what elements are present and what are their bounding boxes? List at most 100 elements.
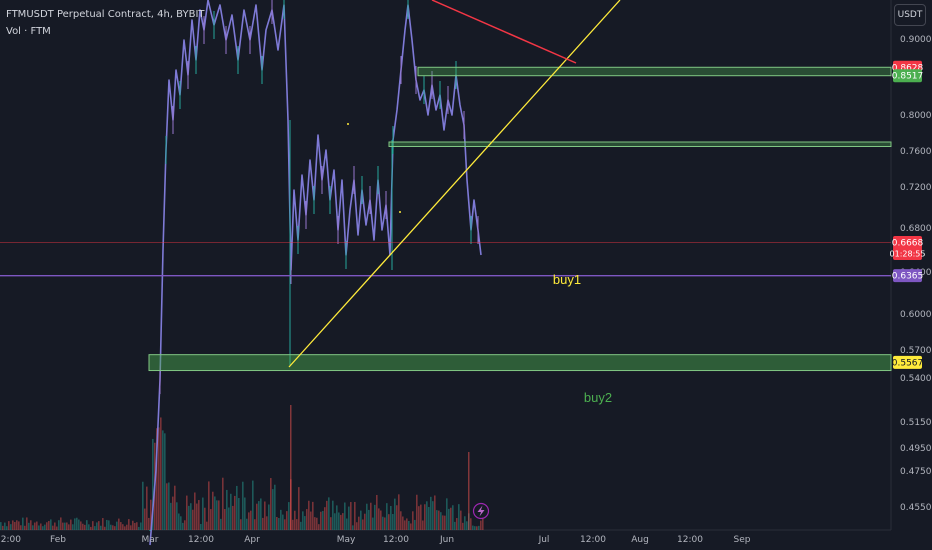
volume-bar: [2, 525, 4, 530]
volume-bar: [180, 516, 182, 530]
buy1-label: buy1: [553, 272, 581, 287]
volume-bar: [304, 516, 306, 530]
volume-bar: [92, 521, 94, 530]
price-path: [149, 0, 482, 546]
volume-bar: [74, 518, 76, 530]
volume-bar: [160, 417, 162, 530]
price-tag: [893, 247, 922, 261]
volume-bar: [210, 509, 212, 530]
volume-bar: [398, 494, 400, 530]
volume-bar: [294, 510, 296, 530]
volume-bar: [346, 518, 348, 530]
volume-bar: [436, 510, 438, 530]
volume-bar: [72, 524, 74, 530]
mid-resistance-zone[interactable]: [388, 141, 892, 147]
volume-bar: [374, 504, 376, 530]
volume-bar: [62, 522, 64, 530]
volume-bar: [428, 506, 430, 530]
volume-bar: [22, 517, 24, 530]
volume-bar: [178, 513, 180, 530]
volume-indicator-label: Vol · FTM: [6, 26, 51, 37]
volume-bar: [396, 505, 398, 530]
volume-bar: [66, 522, 68, 530]
marker-dot: [347, 123, 349, 125]
volume-bar: [76, 517, 78, 530]
volume-bar: [434, 495, 436, 530]
rising-trendline[interactable]: [288, 0, 621, 368]
volume-bar: [194, 492, 196, 530]
volume-bar: [330, 517, 332, 530]
volume-bar: [64, 522, 66, 530]
price-tag: [893, 355, 922, 369]
volume-bar: [476, 526, 478, 530]
volume-bar: [94, 526, 96, 530]
volume-bar: [228, 507, 230, 530]
x-tick-label: Jun: [439, 535, 454, 545]
buy2-zone[interactable]: [148, 354, 892, 372]
volume-bar: [86, 520, 88, 530]
volume-bar: [468, 452, 470, 530]
volume-bar: [90, 526, 92, 530]
volume-bar: [146, 486, 148, 530]
volume-bar: [310, 511, 312, 530]
price-tag-label: 0.6668: [892, 239, 924, 249]
volume-bar: [354, 501, 356, 530]
lightning-icon[interactable]: [472, 502, 490, 520]
volume-bar: [260, 498, 262, 530]
volume-bar: [136, 522, 138, 530]
volume-bar: [164, 433, 166, 530]
volume-bar: [406, 518, 408, 530]
volume-bar: [112, 525, 114, 530]
volume-bar: [48, 520, 50, 530]
volume-bar: [16, 520, 18, 530]
volume-bar: [204, 507, 206, 530]
upper-resistance-zone[interactable]: [417, 66, 892, 77]
volume-bar: [368, 509, 370, 530]
volume-bar: [308, 500, 310, 530]
volume-bar: [158, 427, 160, 530]
price-series: [149, 0, 482, 546]
volume-bar: [150, 499, 152, 530]
volume-bar: [388, 514, 390, 530]
price-tag: [893, 69, 922, 83]
volume-bar: [84, 524, 86, 530]
volume-bar: [140, 522, 142, 530]
volume-bar: [404, 520, 406, 530]
x-tick-label: May: [337, 535, 356, 545]
currency-button[interactable]: USDT: [894, 4, 926, 26]
volume-bar: [392, 514, 394, 530]
volume-bar: [408, 520, 410, 530]
volume-bar: [110, 524, 112, 530]
volume-bar: [30, 520, 32, 530]
time-axis[interactable]: 12:00 Feb Mar 12:00 Apr May 12:00 Jun Jul 12:00 Au…: [0, 535, 751, 545]
volume-bar: [114, 526, 116, 530]
volume-bar: [156, 428, 158, 530]
x-tick-label: 12:00: [580, 535, 606, 545]
volume-bar: [202, 497, 204, 530]
volume-bar: [326, 500, 328, 530]
volume-bar: [370, 502, 372, 530]
volume-bar: [236, 485, 238, 530]
volume-bar: [272, 489, 274, 530]
x-tick-label: Sep: [734, 535, 751, 545]
volume-bar: [464, 516, 466, 530]
volume-bar: [58, 520, 60, 530]
price-axis[interactable]: 0.90000.80000.76000.72000.68000.64000.60…: [900, 35, 932, 513]
volume-bar: [266, 516, 268, 530]
volume-bar: [238, 498, 240, 530]
marker-dot: [399, 211, 401, 213]
volume-bar: [198, 500, 200, 530]
volume-bar: [458, 504, 460, 530]
volume-bar: [252, 480, 254, 530]
volume-bar: [142, 481, 144, 530]
volume-bar: [138, 526, 140, 530]
volume-bar: [52, 525, 54, 530]
falling-trendline[interactable]: [431, 0, 577, 64]
x-tick-label: Aug: [631, 535, 649, 545]
price-tag-label: 0.8517: [892, 72, 924, 82]
volume-bar: [298, 487, 300, 530]
volume-bar: [452, 505, 454, 530]
y-tick-label: 0.4950: [900, 444, 932, 454]
